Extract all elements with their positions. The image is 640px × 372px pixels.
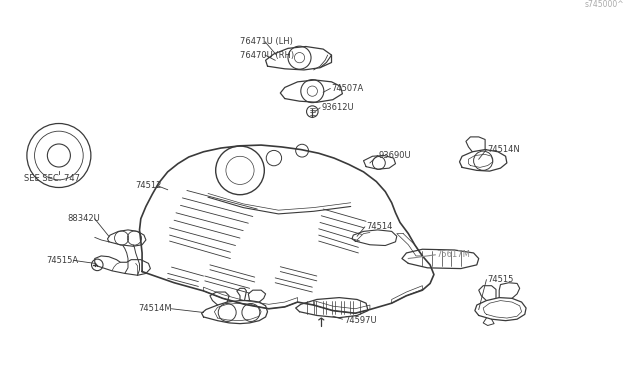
Text: 74512: 74512 xyxy=(136,182,162,190)
Text: 74514: 74514 xyxy=(366,222,392,231)
Text: 74515A: 74515A xyxy=(46,256,78,265)
Text: s745000^: s745000^ xyxy=(584,0,624,9)
Text: 76471U (LH): 76471U (LH) xyxy=(240,37,293,46)
Text: 74514M: 74514M xyxy=(138,304,172,313)
Text: 74515: 74515 xyxy=(488,275,514,284)
Text: 76470U (RH): 76470U (RH) xyxy=(240,51,294,60)
Text: SEE SEC. 747: SEE SEC. 747 xyxy=(24,174,81,183)
Text: 74597U: 74597U xyxy=(344,316,377,325)
Text: 93690U: 93690U xyxy=(379,151,412,160)
Text: 93612U: 93612U xyxy=(321,103,354,112)
Text: 74514N: 74514N xyxy=(488,145,520,154)
Text: 74507A: 74507A xyxy=(332,84,364,93)
Text: 88342U: 88342U xyxy=(67,214,100,223)
Text: 75617M: 75617M xyxy=(436,250,470,259)
